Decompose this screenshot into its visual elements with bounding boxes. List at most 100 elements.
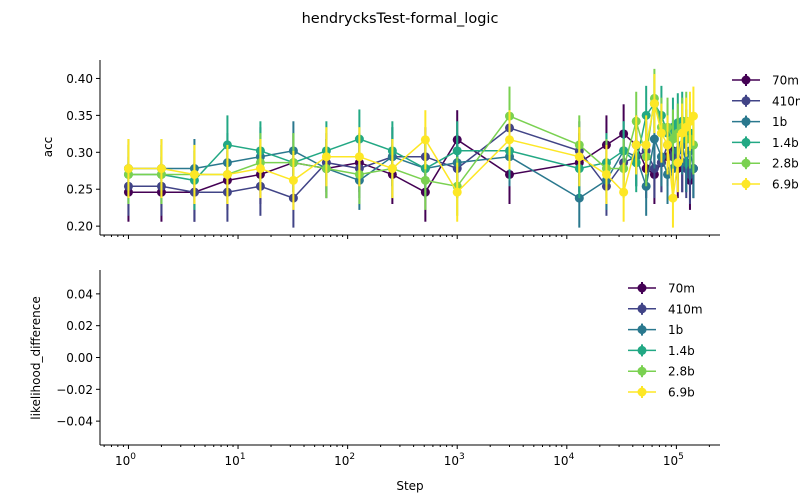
x-tick-label: 104 xyxy=(553,452,574,468)
legend-entry-410m: 410m xyxy=(628,302,703,316)
legend-label: 6.9b xyxy=(668,386,695,400)
y-tick-label: 0.02 xyxy=(66,319,93,333)
data-point xyxy=(255,164,265,174)
figure-title: hendrycksTest-formal_logic xyxy=(302,11,499,27)
data-point xyxy=(420,175,430,185)
x-tick-base: 10 xyxy=(115,454,130,468)
data-point xyxy=(641,140,651,150)
legend-label: 1.4b xyxy=(772,136,799,150)
x-tick-base: 10 xyxy=(663,454,678,468)
legend-label: 410m xyxy=(772,94,800,108)
acc-legend: 70m 410m 1b 1.4b 2.8b 6.9b xyxy=(732,74,800,192)
data-point xyxy=(123,164,133,174)
legend-entry-2.8b: 2.8b xyxy=(628,365,695,379)
legend-label: 1.4b xyxy=(668,344,695,358)
likelihood-panel: 0.040.020.00−0.02−0.04 100 101 102 103 104 10… xyxy=(29,270,720,493)
legend-entry-1.4b: 1.4b xyxy=(628,344,695,358)
x-tick-label: 102 xyxy=(334,452,355,468)
data-point xyxy=(649,134,659,144)
legend-entry-70m: 70m xyxy=(732,74,799,88)
y-tick-label: 0.20 xyxy=(66,220,93,234)
legend-label: 2.8b xyxy=(772,157,799,171)
x-tick-base: 10 xyxy=(553,454,568,468)
acc-panel: 0.20 0.25 0.30 0.35 0.40 acc 70m 410m 1b 1.4b 2.… xyxy=(41,60,800,239)
y-tick-label: −0.04 xyxy=(56,415,93,429)
acc-x-ticks xyxy=(103,235,710,239)
x-tick-label: 101 xyxy=(225,452,246,468)
data-point xyxy=(668,193,678,203)
x-tick-exponent: 0 xyxy=(130,452,136,462)
y-tick-label: 0.35 xyxy=(66,109,93,123)
data-point xyxy=(663,140,673,150)
legend-entry-410m: 410m xyxy=(732,94,800,108)
series-2.8b xyxy=(123,68,698,216)
data-point xyxy=(387,164,397,174)
legend-label: 1b xyxy=(772,115,787,129)
data-point xyxy=(505,135,515,145)
y-tick-label: 0.40 xyxy=(66,72,93,86)
series-line xyxy=(128,103,695,199)
legend-marker xyxy=(741,117,751,127)
data-point xyxy=(673,158,683,168)
legend-entry-1.4b: 1.4b xyxy=(732,136,799,150)
legend-entry-6.9b: 6.9b xyxy=(732,178,799,192)
x-tick-exponent: 5 xyxy=(678,452,684,462)
legend-marker xyxy=(637,325,647,335)
y-tick-label: −0.02 xyxy=(56,383,93,397)
data-point xyxy=(321,152,331,162)
x-tick-label: 103 xyxy=(444,452,465,468)
legend-marker xyxy=(637,366,647,376)
legend-marker xyxy=(637,345,647,355)
data-point xyxy=(452,187,462,197)
y-tick-label: 0.04 xyxy=(66,287,93,301)
legend-entry-6.9b: 6.9b xyxy=(628,386,695,400)
x-tick-exponent: 4 xyxy=(569,452,575,462)
legend-entry-70m: 70m xyxy=(628,282,695,296)
x-tick-base: 10 xyxy=(334,454,349,468)
data-point xyxy=(156,164,166,174)
data-point xyxy=(656,128,666,138)
legend-label: 410m xyxy=(668,302,703,316)
acc-y-axis-label: acc xyxy=(41,137,55,158)
data-point xyxy=(452,146,462,156)
legend-label: 2.8b xyxy=(668,365,695,379)
likelihood-x-ticks: 100 101 102 103 104 105 xyxy=(103,445,710,468)
y-tick-label: 0.30 xyxy=(66,146,93,160)
x-tick-base: 10 xyxy=(444,454,459,468)
data-point xyxy=(619,187,629,197)
x-tick-exponent: 2 xyxy=(349,452,355,462)
likelihood-y-axis-label: likelihood_difference xyxy=(29,296,43,419)
x-tick-base: 10 xyxy=(225,454,240,468)
legend-marker xyxy=(637,283,647,293)
data-point xyxy=(688,111,698,121)
legend-marker xyxy=(637,387,647,397)
data-point xyxy=(288,175,298,185)
legend-label: 70m xyxy=(772,74,799,88)
legend-marker xyxy=(741,96,751,106)
acc-plot-area xyxy=(123,68,698,228)
data-point xyxy=(574,152,584,162)
x-tick-label: 105 xyxy=(663,452,684,468)
likelihood-y-ticks: 0.04 0.02 0.00 −0.02 −0.04 xyxy=(56,287,100,429)
y-tick-label: 0.00 xyxy=(66,351,93,365)
data-point xyxy=(649,99,659,109)
legend-marker xyxy=(741,158,751,168)
x-axis-label: Step xyxy=(396,479,423,493)
acc-y-ticks: 0.20 0.25 0.30 0.35 0.40 xyxy=(66,72,100,234)
series-6.9b xyxy=(123,74,698,228)
data-point xyxy=(601,169,611,179)
y-tick-label: 0.25 xyxy=(66,183,93,197)
data-point xyxy=(189,169,199,179)
legend-entry-1b: 1b xyxy=(732,115,787,129)
data-point xyxy=(354,152,364,162)
data-point xyxy=(420,135,430,145)
legend-entry-2.8b: 2.8b xyxy=(732,157,799,171)
x-tick-label: 100 xyxy=(115,452,136,468)
legend-label: 6.9b xyxy=(772,178,799,192)
x-tick-exponent: 1 xyxy=(240,452,246,462)
x-tick-exponent: 3 xyxy=(459,452,465,462)
likelihood-legend: 70m 410m 1b 1.4b 2.8b 6.9b xyxy=(628,282,703,400)
data-point xyxy=(631,140,641,150)
data-point xyxy=(222,169,232,179)
